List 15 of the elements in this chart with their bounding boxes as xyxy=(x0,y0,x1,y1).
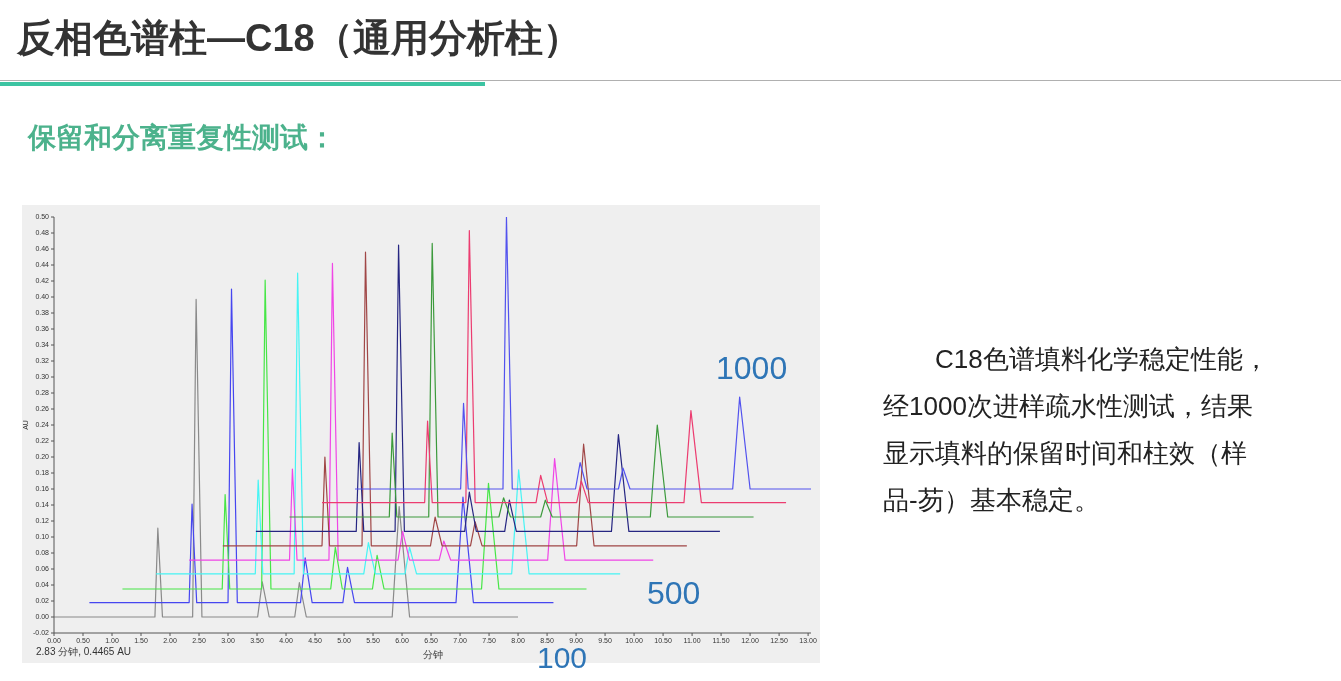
x-axis-title: 分钟 xyxy=(422,649,443,660)
line-series xyxy=(88,288,555,604)
chart-title: 反相色谱柱—C18（通用分析柱） xyxy=(17,17,581,59)
line-series xyxy=(121,279,588,590)
line-series xyxy=(321,230,787,504)
line-series xyxy=(354,217,811,490)
text: 2.83 分钟, 0.4465 AU xyxy=(36,646,132,657)
chart-subtitle: 保留和分离重复性测试： xyxy=(28,122,336,153)
annotation: 500 xyxy=(647,575,701,611)
line-series xyxy=(155,272,621,575)
text: C18色谱填料化学稳定性能，经1000次进样疏水性测试，结果显示填料的保留时间和柱效（样品-芴）基本稳定。 xyxy=(883,343,1270,517)
line-series xyxy=(54,298,519,618)
line-series xyxy=(188,262,654,561)
line-series xyxy=(222,251,688,547)
annotation: 1000 xyxy=(716,350,788,386)
